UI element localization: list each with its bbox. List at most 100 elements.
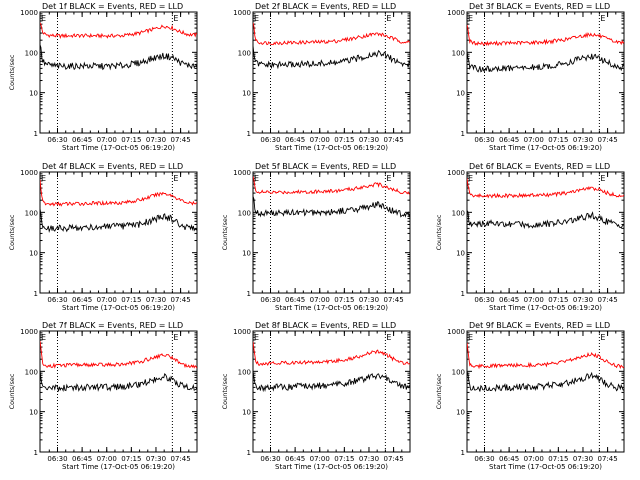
- x-tick-label: 06:30: [260, 296, 280, 304]
- chart-panel-4: Det 4f BLACK = Events, RED = LLD 1 10 100 10…: [8, 162, 198, 312]
- x-tick-label: 06:45: [72, 296, 92, 304]
- y-tick-label: 10: [242, 90, 251, 98]
- y-tick-label: 1000: [447, 328, 465, 336]
- y-axis: 1 10 100 1000: [233, 169, 410, 298]
- y-tick-label: 10: [242, 250, 251, 258]
- series-line-events: [40, 44, 197, 71]
- x-tick-label: 06:45: [499, 136, 519, 144]
- event-marker-label: E: [173, 14, 178, 23]
- x-tick-label: 07:45: [597, 296, 617, 304]
- plot-frame: [252, 330, 411, 453]
- series-line-events: [467, 371, 624, 393]
- y-tick-label: 10: [456, 409, 465, 417]
- y-tick-label: 1: [34, 130, 38, 138]
- y-tick-label: 1: [461, 290, 465, 298]
- series-line-lld: [253, 176, 410, 195]
- x-axis: 06:30 06:45 07:00 07:15 07:30 07:45: [474, 12, 625, 144]
- plot-frame: [252, 11, 411, 134]
- series-line-lld: [40, 340, 197, 369]
- event-marker-label: E: [41, 174, 46, 183]
- y-tick-label: 10: [456, 90, 465, 98]
- x-tick-label: 07:00: [97, 455, 117, 463]
- event-marker-label: E: [41, 14, 46, 23]
- x-tick-label: 07:30: [359, 296, 379, 304]
- x-tick-label: 07:00: [524, 455, 544, 463]
- x-tick-label: 07:45: [597, 455, 617, 463]
- chart-title: Det 6f BLACK = Events, RED = LLD: [469, 162, 610, 171]
- x-tick-label: 07:00: [524, 136, 544, 144]
- series-line-events: [253, 196, 410, 218]
- y-axis-label: Counts/sec: [221, 214, 229, 250]
- y-axis-label: Counts/sec: [221, 373, 229, 409]
- y-axis: 1 10 100 1000: [20, 169, 197, 298]
- x-axis-label: Start Time (17-Oct-05 06:19:20): [489, 463, 602, 471]
- x-tick-label: 07:45: [170, 455, 190, 463]
- plot-frame: [252, 171, 411, 294]
- y-axis: 1 10 100 1000: [20, 9, 197, 138]
- x-tick-label: 07:15: [121, 136, 141, 144]
- y-axis-label: Counts/sec: [435, 214, 443, 250]
- y-axis: 1 10 100 1000: [233, 9, 410, 138]
- x-tick-label: 07:45: [170, 136, 190, 144]
- chart-panel-2: Det 2f BLACK = Events, RED = LLD 1 10 100 10…: [233, 2, 411, 152]
- event-marker-label: E: [173, 174, 178, 183]
- x-axis-label: Start Time (17-Oct-05 06:19:20): [62, 304, 175, 312]
- series-line-events: [467, 210, 624, 230]
- x-axis-label: Start Time (17-Oct-05 06:19:20): [489, 304, 602, 312]
- x-tick-label: 07:15: [121, 296, 141, 304]
- y-tick-label: 1000: [233, 169, 251, 177]
- series-line-events: [40, 369, 197, 393]
- x-tick-label: 06:30: [47, 296, 67, 304]
- x-tick-label: 07:15: [334, 455, 354, 463]
- event-marker-label: E: [254, 14, 259, 23]
- x-axis: 06:30 06:45 07:00 07:15 07:30 07:45: [260, 172, 411, 304]
- y-tick-label: 1: [34, 449, 38, 457]
- series-line-lld: [40, 22, 197, 39]
- y-axis-label: Counts/sec: [8, 214, 16, 250]
- x-tick-label: 07:30: [146, 455, 166, 463]
- x-tick-label: 07:45: [383, 136, 403, 144]
- x-axis: 06:30 06:45 07:00 07:15 07:30 07:45: [474, 172, 625, 304]
- event-marker-label: E: [468, 333, 473, 342]
- x-tick-label: 07:45: [170, 296, 190, 304]
- x-tick-label: 06:30: [474, 136, 494, 144]
- x-axis-label: Start Time (17-Oct-05 06:19:20): [275, 144, 388, 152]
- x-tick-label: 06:30: [260, 136, 280, 144]
- x-tick-label: 06:45: [285, 136, 305, 144]
- x-axis: 06:30 06:45 07:00 07:15 07:30 07:45: [474, 331, 625, 463]
- x-tick-label: 06:45: [72, 455, 92, 463]
- x-tick-label: 06:30: [474, 455, 494, 463]
- y-tick-label: 10: [456, 250, 465, 258]
- plot-frame: [39, 11, 198, 134]
- y-tick-label: 100: [238, 49, 251, 57]
- x-tick-label: 07:45: [383, 455, 403, 463]
- chart-panel-1: Det 1f BLACK = Events, RED = LLD 1 10 100 10…: [8, 2, 198, 152]
- y-tick-label: 10: [29, 90, 38, 98]
- y-tick-label: 1000: [20, 9, 38, 17]
- x-axis: 06:30 06:45 07:00 07:15 07:30 07:45: [260, 331, 411, 463]
- y-axis: 1 10 100 1000: [20, 328, 197, 457]
- x-tick-label: 07:15: [548, 136, 568, 144]
- y-tick-label: 1: [461, 449, 465, 457]
- event-marker-label: E: [386, 174, 391, 183]
- chart-panel-7: Det 7f BLACK = Events, RED = LLD 1 10 100 10…: [8, 321, 198, 471]
- y-tick-label: 10: [242, 409, 251, 417]
- y-axis: 1 10 100 1000: [447, 169, 624, 298]
- chart-title: Det 4f BLACK = Events, RED = LLD: [42, 162, 183, 171]
- event-marker-label: E: [173, 333, 178, 342]
- chart-title: Det 9f BLACK = Events, RED = LLD: [469, 321, 610, 330]
- chart-title: Det 8f BLACK = Events, RED = LLD: [255, 321, 396, 330]
- y-axis-label: Counts/sec: [8, 373, 16, 409]
- x-tick-label: 06:45: [499, 296, 519, 304]
- y-tick-label: 100: [25, 368, 38, 376]
- x-tick-label: 07:30: [146, 136, 166, 144]
- x-tick-label: 07:15: [334, 136, 354, 144]
- y-tick-label: 10: [29, 250, 38, 258]
- y-tick-label: 1: [247, 290, 251, 298]
- x-tick-label: 07:15: [548, 296, 568, 304]
- y-tick-label: 100: [25, 49, 38, 57]
- x-tick-label: 07:30: [359, 455, 379, 463]
- y-tick-label: 1000: [447, 9, 465, 17]
- x-tick-label: 06:45: [499, 455, 519, 463]
